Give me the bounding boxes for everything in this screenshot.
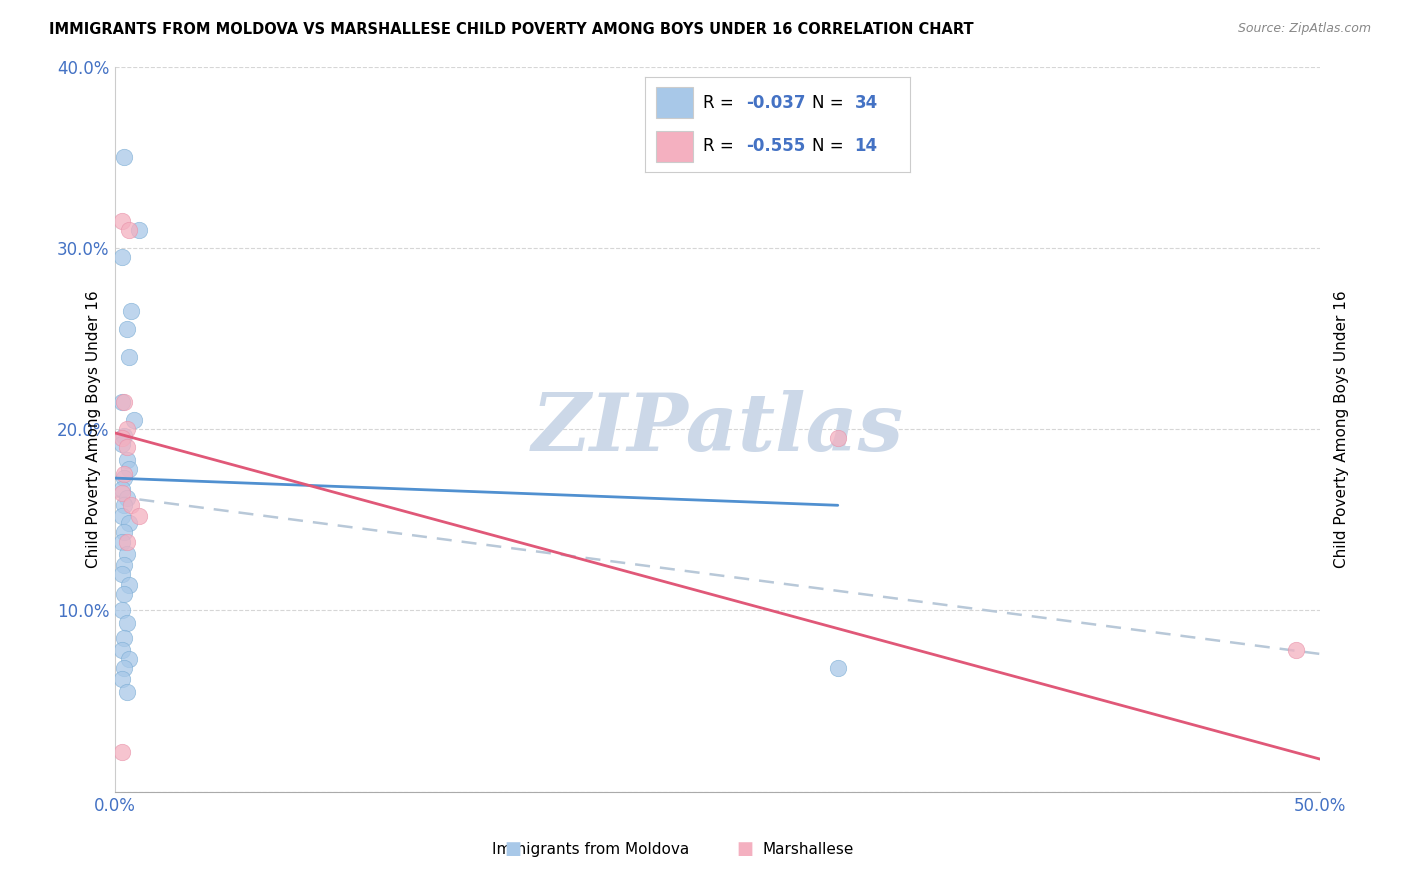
Point [112,525,135,540]
Point [111,673,134,687]
Point [112,631,135,645]
Point [111,567,134,582]
Text: Immigrants from Moldova: Immigrants from Moldova [492,842,689,856]
Point [111,643,134,657]
Point [111,534,134,549]
Point [111,431,134,445]
Point [827,661,849,675]
Point [118,578,141,592]
Point [128,223,150,237]
Point [115,685,138,699]
Point [112,498,135,512]
Point [115,616,138,631]
Text: ■: ■ [505,840,522,858]
Point [111,250,134,264]
Point [115,491,138,505]
Point [115,547,138,561]
Point [118,462,141,476]
Point [112,471,135,485]
Text: Source: ZipAtlas.com: Source: ZipAtlas.com [1237,22,1371,36]
Point [112,467,135,482]
Point [111,436,134,450]
Point [112,395,135,409]
Text: ■: ■ [737,840,754,858]
Text: ZIPatlas: ZIPatlas [531,391,903,468]
Point [115,322,138,336]
Point [118,516,141,531]
Point [112,558,135,573]
Point [115,453,138,467]
Point [111,482,134,496]
Point [115,440,138,454]
Point [118,223,141,237]
Point [827,431,849,445]
Point [111,603,134,617]
Y-axis label: Child Poverty Among Boys Under 16: Child Poverty Among Boys Under 16 [1334,290,1348,568]
Point [118,350,141,364]
Point [112,587,135,601]
Point [111,395,134,409]
Point [118,652,141,666]
Y-axis label: Child Poverty Among Boys Under 16: Child Poverty Among Boys Under 16 [86,290,101,568]
Point [122,413,145,427]
Point [115,534,138,549]
Point [120,498,142,512]
Point [111,213,134,227]
Point [115,422,138,436]
Point [112,429,135,443]
Point [111,509,134,524]
Text: IMMIGRANTS FROM MOLDOVA VS MARSHALLESE CHILD POVERTY AMONG BOYS UNDER 16 CORRELA: IMMIGRANTS FROM MOLDOVA VS MARSHALLESE C… [49,22,974,37]
Text: Marshallese: Marshallese [763,842,853,856]
Point [111,745,134,759]
Point [1285,643,1308,657]
Point [128,509,150,524]
Point [112,661,135,675]
Point [112,150,135,164]
Point [111,485,134,500]
Point [120,304,142,318]
